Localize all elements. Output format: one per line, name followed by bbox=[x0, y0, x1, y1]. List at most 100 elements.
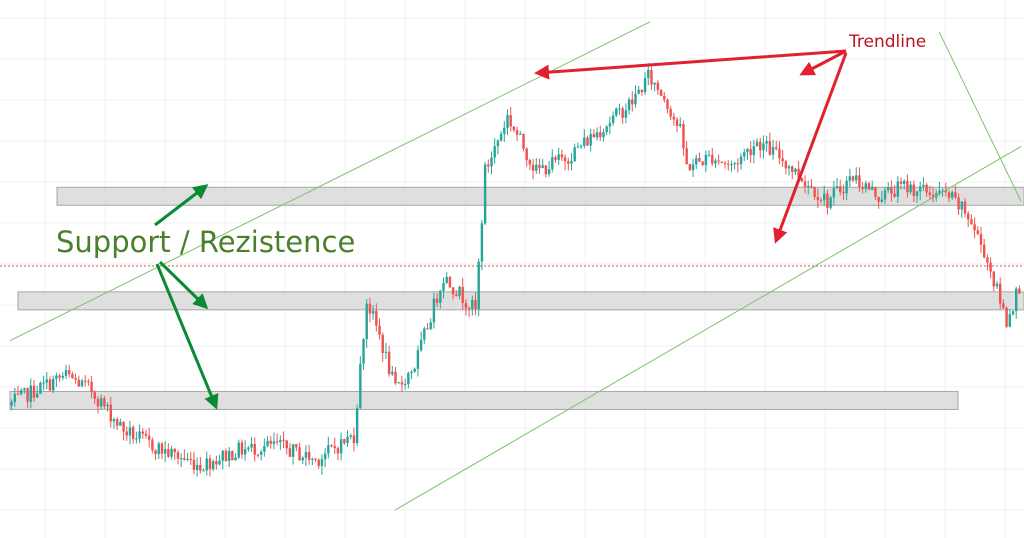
candle-body bbox=[966, 213, 970, 220]
candle bbox=[1014, 286, 1018, 319]
candle bbox=[567, 157, 570, 171]
candle bbox=[77, 375, 81, 387]
candle-body bbox=[666, 99, 669, 109]
candle bbox=[131, 425, 135, 444]
candle bbox=[298, 442, 301, 461]
candle bbox=[1018, 285, 1021, 295]
candle-body bbox=[394, 371, 397, 384]
candle bbox=[237, 439, 240, 459]
candle-body bbox=[746, 149, 749, 153]
candle bbox=[931, 186, 935, 203]
candle bbox=[67, 364, 71, 378]
candle bbox=[128, 420, 132, 445]
candle-body bbox=[263, 446, 266, 452]
candle-body bbox=[80, 380, 84, 387]
candle bbox=[45, 371, 49, 390]
candle bbox=[435, 293, 439, 307]
candle-body bbox=[304, 451, 308, 458]
candle bbox=[403, 378, 407, 390]
candle bbox=[221, 449, 224, 470]
candle bbox=[275, 433, 279, 446]
candle bbox=[592, 129, 596, 138]
candle-body bbox=[1008, 314, 1012, 327]
candle-body bbox=[784, 161, 788, 169]
candle-body bbox=[333, 445, 336, 449]
candle bbox=[701, 161, 704, 167]
candle bbox=[903, 179, 906, 190]
candle bbox=[19, 388, 23, 396]
candle bbox=[506, 109, 509, 135]
candle bbox=[1008, 309, 1012, 328]
candle bbox=[915, 190, 919, 203]
candle-body bbox=[359, 363, 362, 409]
candle bbox=[912, 180, 916, 203]
candle bbox=[487, 159, 490, 173]
candle-body bbox=[915, 191, 919, 196]
candle-body bbox=[803, 181, 807, 187]
candle-body bbox=[496, 140, 500, 147]
candle bbox=[957, 193, 960, 215]
candle-body bbox=[423, 328, 426, 340]
candle bbox=[333, 437, 336, 455]
candle bbox=[730, 160, 733, 172]
candle-body bbox=[215, 461, 218, 465]
candle-body bbox=[407, 373, 410, 384]
candle-body bbox=[323, 453, 327, 460]
candle-body bbox=[954, 192, 957, 198]
candle bbox=[519, 131, 522, 135]
candle-body bbox=[730, 164, 733, 166]
candle bbox=[240, 439, 244, 459]
candle bbox=[922, 177, 925, 191]
candle-body bbox=[381, 334, 384, 353]
candle bbox=[295, 443, 298, 452]
candle-body bbox=[890, 187, 893, 194]
candle bbox=[679, 117, 682, 128]
candle-body bbox=[752, 146, 756, 156]
candle-body bbox=[631, 99, 634, 105]
candle-body bbox=[647, 69, 650, 78]
candle-body bbox=[154, 450, 157, 455]
candle-body bbox=[976, 230, 980, 234]
candle bbox=[423, 326, 426, 344]
candle-body bbox=[650, 69, 653, 85]
candle-body bbox=[19, 390, 23, 394]
candle bbox=[483, 161, 487, 225]
candle bbox=[899, 177, 903, 190]
candle-body bbox=[688, 164, 692, 171]
candle bbox=[522, 133, 525, 152]
candle bbox=[416, 345, 420, 377]
candle bbox=[205, 451, 208, 476]
candle-body bbox=[125, 431, 128, 436]
candle bbox=[183, 449, 186, 461]
candle bbox=[595, 127, 599, 141]
candle bbox=[624, 103, 628, 124]
candle bbox=[170, 445, 173, 460]
candle-body bbox=[170, 448, 173, 457]
candle-body bbox=[400, 382, 404, 385]
candle-body bbox=[183, 458, 186, 460]
candle bbox=[714, 158, 717, 168]
candle-body bbox=[442, 282, 445, 291]
candle-body bbox=[387, 351, 391, 375]
candle-body bbox=[119, 421, 122, 426]
candle-body bbox=[1002, 303, 1005, 308]
candle-body bbox=[67, 370, 71, 374]
candle bbox=[499, 130, 503, 142]
candle bbox=[282, 431, 285, 449]
candle-body bbox=[343, 439, 346, 443]
candle bbox=[115, 417, 119, 430]
candle-body bbox=[877, 196, 880, 202]
candle-body bbox=[234, 457, 237, 461]
candle bbox=[426, 323, 429, 330]
candle-body bbox=[832, 188, 836, 198]
candle bbox=[151, 437, 154, 454]
candle bbox=[778, 141, 781, 165]
candle bbox=[192, 451, 196, 475]
candle bbox=[448, 275, 452, 289]
candle-body bbox=[317, 459, 320, 466]
candle-body bbox=[471, 299, 474, 309]
support-arrow-lower bbox=[155, 263, 219, 410]
candle bbox=[1011, 310, 1015, 316]
candle bbox=[346, 430, 349, 447]
candle bbox=[442, 277, 445, 299]
